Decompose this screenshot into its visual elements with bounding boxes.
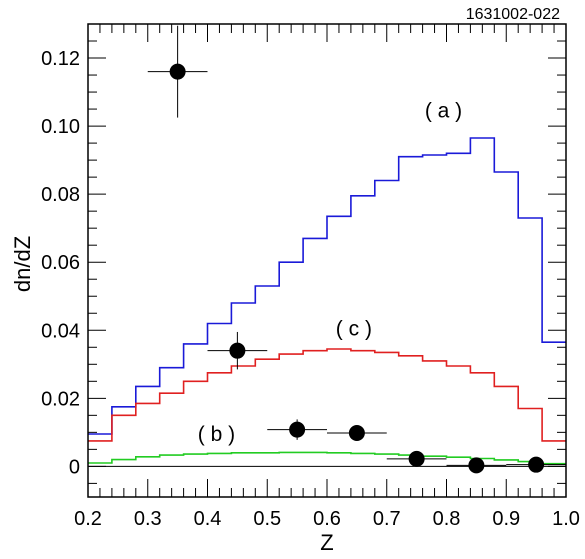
curve-annotation: ( c ) xyxy=(336,317,372,340)
x-axis-tick-labels: 0.2 0.3 0.4 0.5 0.6 0.7 0.8 0.9 1.0 xyxy=(74,508,580,530)
data-point-marker xyxy=(229,342,246,359)
data-point-1 xyxy=(147,25,208,118)
data-point-4 xyxy=(327,425,387,442)
chart-marks xyxy=(88,25,566,474)
x-tick-label: 0.4 xyxy=(194,508,222,530)
y-tick-label: 0 xyxy=(69,456,80,478)
figure-id-label: 1631002-022 xyxy=(466,6,560,23)
histogram-series-1 xyxy=(88,137,566,435)
x-tick-label: 0.6 xyxy=(313,508,341,530)
histogram-series-2 xyxy=(88,348,566,442)
x-tick-label: 0.2 xyxy=(74,508,102,530)
curve-annotation: ( a ) xyxy=(425,100,462,123)
data-point-marker xyxy=(408,450,425,467)
axis-ticks xyxy=(87,23,567,497)
y-tick-label: 0.10 xyxy=(41,116,80,138)
data-point-6 xyxy=(446,457,507,474)
y-tick-label: 0.08 xyxy=(41,184,80,206)
histogram-series-3 xyxy=(88,451,566,465)
data-point-marker xyxy=(468,457,485,474)
data-point-marker xyxy=(528,456,545,473)
x-tick-label: 0.3 xyxy=(134,508,162,530)
y-tick-label: 0.02 xyxy=(41,388,80,410)
data-point-2 xyxy=(207,331,268,370)
chart-annotations: ( a ) ( c ) ( b ) xyxy=(198,100,462,446)
x-tick-label: 0.9 xyxy=(492,508,520,530)
data-point-marker xyxy=(348,425,365,442)
data-point-3 xyxy=(267,419,327,440)
y-axis-tick-labels: 0 0.02 0.04 0.06 0.08 0.10 0.12 xyxy=(41,48,80,478)
y-tick-label: 0.06 xyxy=(41,252,80,274)
curve-annotation: ( b ) xyxy=(198,423,235,446)
data-point-7 xyxy=(506,456,566,473)
y-tick-label: 0.04 xyxy=(41,320,80,342)
x-axis-title: Z xyxy=(320,530,333,554)
plot-frame xyxy=(87,23,567,498)
y-axis-title: dn/dZ xyxy=(10,236,35,292)
data-point-marker xyxy=(289,421,306,438)
x-tick-label: 1.0 xyxy=(552,508,580,530)
x-tick-label: 0.8 xyxy=(433,508,461,530)
x-tick-label: 0.5 xyxy=(253,508,281,530)
data-point-5 xyxy=(386,450,447,467)
data-point-marker xyxy=(169,63,186,80)
y-tick-label: 0.12 xyxy=(41,48,80,70)
x-tick-label: 0.7 xyxy=(373,508,401,530)
